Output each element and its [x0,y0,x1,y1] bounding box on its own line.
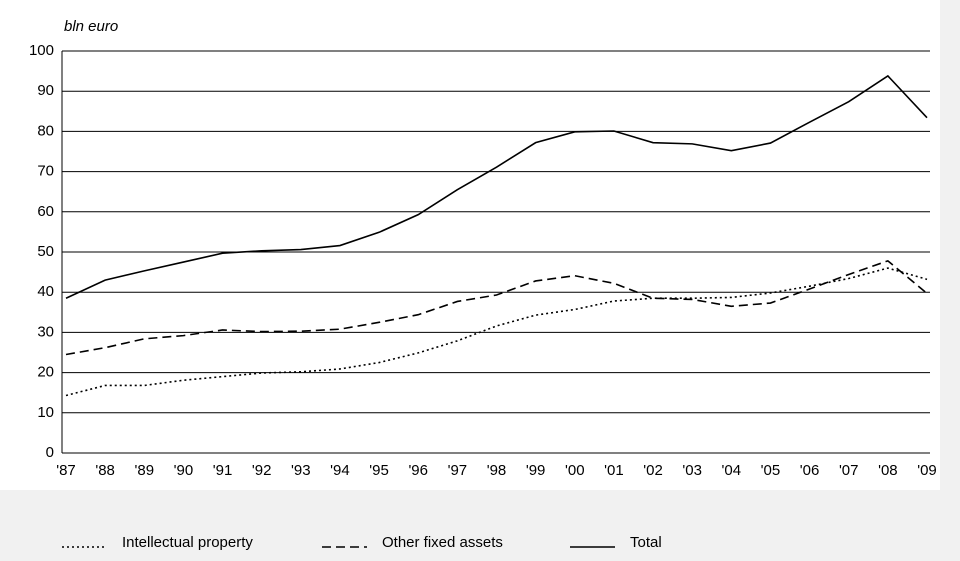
y-tick-label: 10 [37,404,54,421]
legend-label: Intellectual property [122,534,253,551]
y-tick-label: 50 [37,243,54,260]
legend-label: Other fixed assets [382,534,503,551]
y-tick-label: 20 [37,364,54,381]
y-tick-label: 0 [46,444,54,461]
x-tick-label: '88 [95,462,115,479]
y-tick-label: 60 [37,203,54,220]
plot-background [0,0,940,490]
x-tick-label: '91 [213,462,233,479]
x-tick-label: '04 [722,462,742,479]
x-tick-label: '87 [56,462,76,479]
x-tick-label: '90 [174,462,194,479]
x-tick-label: '95 [369,462,389,479]
x-tick-label: '06 [800,462,820,479]
x-tick-label: '08 [878,462,898,479]
y-tick-label: 100 [29,42,54,59]
x-tick-label: '98 [487,462,507,479]
x-tick-label: '97 [448,462,468,479]
x-tick-label: '96 [408,462,428,479]
legend-label: Total [630,534,662,551]
y-tick-label: 80 [37,122,54,139]
x-tick-label: '94 [330,462,350,479]
x-tick-label: '92 [252,462,272,479]
x-tick-label: '03 [682,462,702,479]
x-tick-label: '09 [917,462,937,479]
series-line [65,259,928,356]
y-tick-label: 90 [37,82,54,99]
series-line [65,74,928,299]
y-tick-label: 70 [37,163,54,180]
x-tick-label: '00 [565,462,585,479]
y-tick-label: 40 [37,283,54,300]
y-axis-label: bln euro [64,18,118,35]
x-tick-label: '01 [604,462,624,479]
x-tick-label: '05 [761,462,781,479]
x-tick-label: '99 [526,462,546,479]
x-tick-label: '02 [643,462,663,479]
x-tick-label: '89 [134,462,154,479]
series-line [65,267,928,397]
y-tick-label: 30 [37,323,54,340]
x-tick-label: '93 [291,462,311,479]
x-tick-label: '07 [839,462,859,479]
